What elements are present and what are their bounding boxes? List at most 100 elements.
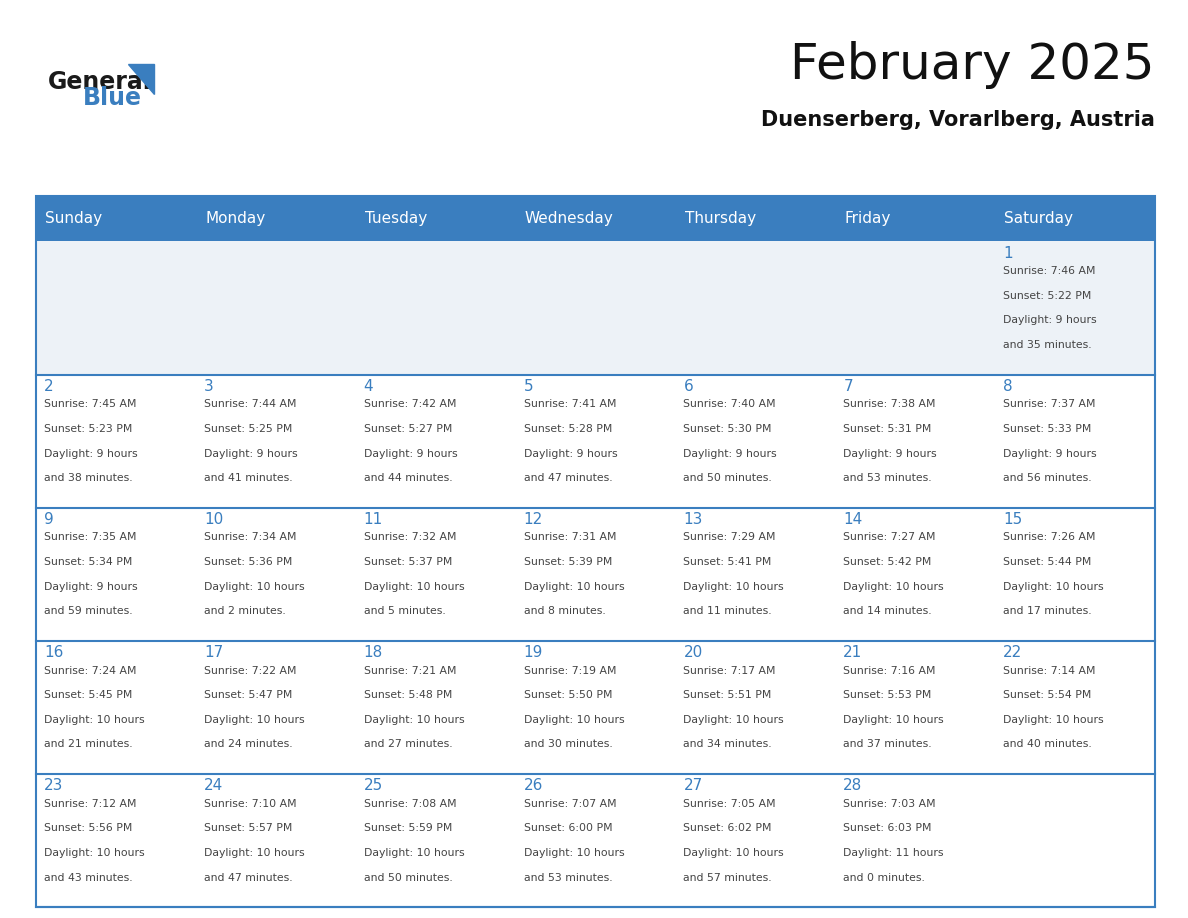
Text: Sunset: 5:50 PM: Sunset: 5:50 PM bbox=[524, 690, 612, 700]
Text: Sunset: 5:33 PM: Sunset: 5:33 PM bbox=[1003, 424, 1092, 434]
Text: Sunrise: 7:38 AM: Sunrise: 7:38 AM bbox=[843, 399, 936, 409]
Text: Daylight: 10 hours: Daylight: 10 hours bbox=[683, 848, 784, 858]
Bar bbox=[355, 508, 516, 641]
Text: Sunset: 5:22 PM: Sunset: 5:22 PM bbox=[1003, 291, 1092, 301]
Text: and 53 minutes.: and 53 minutes. bbox=[524, 872, 612, 882]
Text: Sunrise: 7:26 AM: Sunrise: 7:26 AM bbox=[1003, 532, 1095, 543]
Text: Sunset: 5:36 PM: Sunset: 5:36 PM bbox=[204, 557, 292, 567]
Text: Sunset: 5:45 PM: Sunset: 5:45 PM bbox=[44, 690, 132, 700]
Text: Sunrise: 7:08 AM: Sunrise: 7:08 AM bbox=[364, 799, 456, 809]
Bar bbox=[516, 641, 675, 774]
Text: Sunset: 5:25 PM: Sunset: 5:25 PM bbox=[204, 424, 292, 434]
Text: Daylight: 10 hours: Daylight: 10 hours bbox=[524, 848, 624, 858]
Polygon shape bbox=[128, 64, 154, 94]
Bar bbox=[196, 508, 355, 641]
Text: Sunrise: 7:45 AM: Sunrise: 7:45 AM bbox=[44, 399, 137, 409]
Text: Sunset: 5:51 PM: Sunset: 5:51 PM bbox=[683, 690, 772, 700]
Text: 28: 28 bbox=[843, 778, 862, 793]
Text: Sunrise: 7:35 AM: Sunrise: 7:35 AM bbox=[44, 532, 137, 543]
Text: Sunrise: 7:27 AM: Sunrise: 7:27 AM bbox=[843, 532, 936, 543]
Text: Daylight: 9 hours: Daylight: 9 hours bbox=[843, 449, 937, 459]
Bar bbox=[516, 774, 675, 907]
Text: Wednesday: Wednesday bbox=[525, 211, 613, 226]
Text: and 0 minutes.: and 0 minutes. bbox=[843, 872, 925, 882]
Text: Sunset: 5:44 PM: Sunset: 5:44 PM bbox=[1003, 557, 1092, 567]
Text: Daylight: 10 hours: Daylight: 10 hours bbox=[1003, 715, 1104, 725]
Text: Daylight: 9 hours: Daylight: 9 hours bbox=[683, 449, 777, 459]
Text: 4: 4 bbox=[364, 379, 373, 394]
Text: and 35 minutes.: and 35 minutes. bbox=[1003, 340, 1092, 350]
Text: and 41 minutes.: and 41 minutes. bbox=[204, 473, 292, 483]
Text: Sunrise: 7:22 AM: Sunrise: 7:22 AM bbox=[204, 666, 296, 676]
Text: and 47 minutes.: and 47 minutes. bbox=[204, 872, 292, 882]
Bar bbox=[835, 375, 994, 508]
Text: and 50 minutes.: and 50 minutes. bbox=[683, 473, 772, 483]
Bar bbox=[994, 241, 1155, 375]
Bar bbox=[835, 774, 994, 907]
Bar bbox=[355, 774, 516, 907]
Text: 9: 9 bbox=[44, 512, 53, 527]
Bar bbox=[675, 508, 835, 641]
Text: and 34 minutes.: and 34 minutes. bbox=[683, 739, 772, 749]
Text: Sunset: 5:30 PM: Sunset: 5:30 PM bbox=[683, 424, 772, 434]
Text: and 44 minutes.: and 44 minutes. bbox=[364, 473, 453, 483]
Text: Sunset: 6:02 PM: Sunset: 6:02 PM bbox=[683, 823, 772, 834]
Text: Saturday: Saturday bbox=[1004, 211, 1074, 226]
Text: Sunrise: 7:32 AM: Sunrise: 7:32 AM bbox=[364, 532, 456, 543]
Text: and 14 minutes.: and 14 minutes. bbox=[843, 606, 931, 616]
Text: Sunrise: 7:16 AM: Sunrise: 7:16 AM bbox=[843, 666, 936, 676]
Text: Daylight: 10 hours: Daylight: 10 hours bbox=[204, 848, 304, 858]
Text: and 56 minutes.: and 56 minutes. bbox=[1003, 473, 1092, 483]
Text: Blue: Blue bbox=[83, 86, 143, 110]
Bar bbox=[994, 508, 1155, 641]
Text: Sunrise: 7:17 AM: Sunrise: 7:17 AM bbox=[683, 666, 776, 676]
Text: Daylight: 9 hours: Daylight: 9 hours bbox=[364, 449, 457, 459]
Text: 6: 6 bbox=[683, 379, 693, 394]
Bar bbox=[994, 641, 1155, 774]
Text: 26: 26 bbox=[524, 778, 543, 793]
Text: Sunrise: 7:42 AM: Sunrise: 7:42 AM bbox=[364, 399, 456, 409]
Bar bbox=[36, 241, 196, 375]
Text: Sunset: 5:37 PM: Sunset: 5:37 PM bbox=[364, 557, 453, 567]
Text: and 57 minutes.: and 57 minutes. bbox=[683, 872, 772, 882]
Bar bbox=[994, 375, 1155, 508]
Text: Daylight: 10 hours: Daylight: 10 hours bbox=[1003, 582, 1104, 592]
Text: Daylight: 10 hours: Daylight: 10 hours bbox=[683, 715, 784, 725]
Text: 12: 12 bbox=[524, 512, 543, 527]
Text: and 11 minutes.: and 11 minutes. bbox=[683, 606, 772, 616]
Text: Sunrise: 7:05 AM: Sunrise: 7:05 AM bbox=[683, 799, 776, 809]
Text: Sunset: 5:28 PM: Sunset: 5:28 PM bbox=[524, 424, 612, 434]
Text: and 17 minutes.: and 17 minutes. bbox=[1003, 606, 1092, 616]
Text: 7: 7 bbox=[843, 379, 853, 394]
Text: Sunset: 5:48 PM: Sunset: 5:48 PM bbox=[364, 690, 453, 700]
Bar bbox=[36, 641, 196, 774]
Text: Sunrise: 7:31 AM: Sunrise: 7:31 AM bbox=[524, 532, 617, 543]
Text: Daylight: 9 hours: Daylight: 9 hours bbox=[1003, 316, 1097, 326]
Text: Daylight: 9 hours: Daylight: 9 hours bbox=[204, 449, 297, 459]
Text: and 59 minutes.: and 59 minutes. bbox=[44, 606, 133, 616]
Text: Sunset: 5:34 PM: Sunset: 5:34 PM bbox=[44, 557, 132, 567]
Text: Daylight: 9 hours: Daylight: 9 hours bbox=[44, 449, 138, 459]
Text: and 2 minutes.: and 2 minutes. bbox=[204, 606, 285, 616]
Text: Sunset: 5:53 PM: Sunset: 5:53 PM bbox=[843, 690, 931, 700]
Text: Sunset: 5:57 PM: Sunset: 5:57 PM bbox=[204, 823, 292, 834]
Text: 15: 15 bbox=[1003, 512, 1023, 527]
Text: Sunrise: 7:12 AM: Sunrise: 7:12 AM bbox=[44, 799, 137, 809]
Text: and 47 minutes.: and 47 minutes. bbox=[524, 473, 612, 483]
Text: Sunrise: 7:03 AM: Sunrise: 7:03 AM bbox=[843, 799, 936, 809]
Bar bbox=[36, 774, 196, 907]
Text: 21: 21 bbox=[843, 645, 862, 660]
Text: Sunset: 5:31 PM: Sunset: 5:31 PM bbox=[843, 424, 931, 434]
Text: Sunrise: 7:29 AM: Sunrise: 7:29 AM bbox=[683, 532, 776, 543]
Bar bbox=[196, 375, 355, 508]
Bar bbox=[675, 774, 835, 907]
Text: Daylight: 11 hours: Daylight: 11 hours bbox=[843, 848, 943, 858]
Bar bbox=[516, 508, 675, 641]
Text: Sunrise: 7:19 AM: Sunrise: 7:19 AM bbox=[524, 666, 617, 676]
Bar bbox=[196, 241, 355, 375]
Text: 8: 8 bbox=[1003, 379, 1013, 394]
Text: Daylight: 10 hours: Daylight: 10 hours bbox=[843, 715, 944, 725]
Text: Sunset: 5:54 PM: Sunset: 5:54 PM bbox=[1003, 690, 1092, 700]
Text: and 43 minutes.: and 43 minutes. bbox=[44, 872, 133, 882]
Text: Daylight: 10 hours: Daylight: 10 hours bbox=[364, 715, 465, 725]
